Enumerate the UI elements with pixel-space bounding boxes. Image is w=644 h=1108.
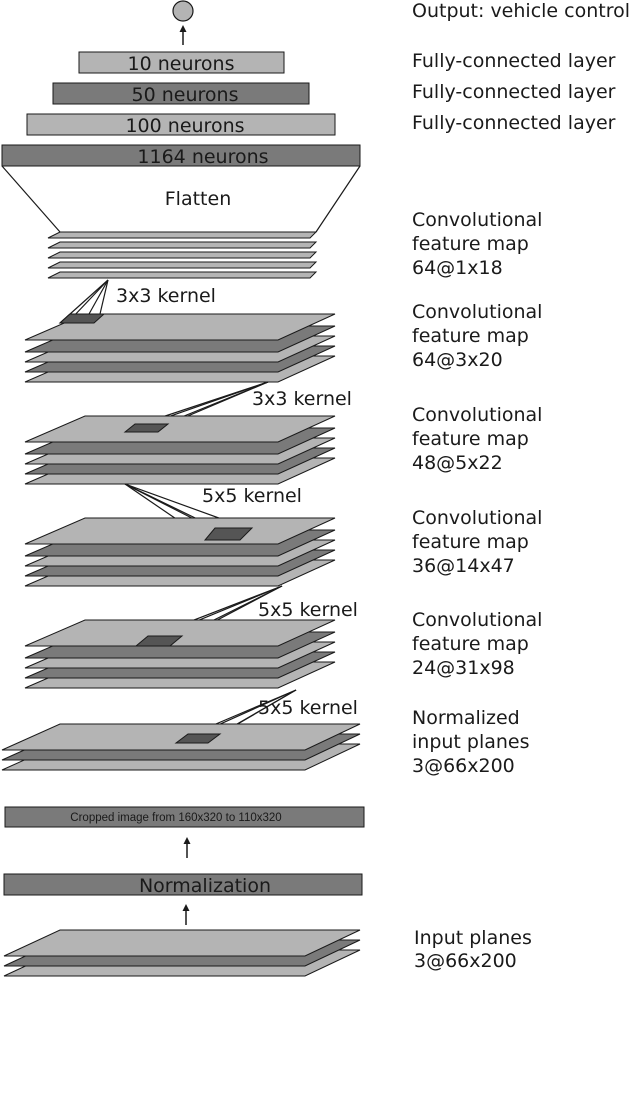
normalized-label-line1: Normalized: [412, 707, 520, 729]
flatten-right-edge: [315, 165, 361, 233]
dense-10-box: [78, 51, 285, 74]
kernel-1-label: 3x3 kernel: [116, 285, 216, 307]
arrow-norm-to-crop-head: [183, 837, 191, 844]
normalized-input-planes: [1, 723, 361, 771]
conv-map-48-5x22: [24, 415, 336, 485]
kernel-1-patch-top: [58, 313, 106, 324]
kernel-2-patch: [123, 423, 170, 433]
input-planes: [3, 929, 361, 977]
kernel-3-label: 5x5 kernel: [202, 485, 302, 507]
input-planes-label-line1: Input planes: [414, 927, 532, 949]
conv3-label-line1: Convolutional: [412, 404, 542, 426]
conv5-label-line1: Convolutional: [412, 609, 542, 631]
conv5-label-line2: feature map: [412, 633, 529, 655]
conv2-label-line1: Convolutional: [412, 301, 542, 323]
conv5-label-line3: 24@31x98: [412, 657, 515, 679]
dense-50-label: Fully-connected layer: [412, 81, 616, 103]
conv4-label-line1: Convolutional: [412, 507, 542, 529]
conv3-label-line3: 48@5x22: [412, 452, 503, 474]
conv-map-36-14x47: [24, 517, 336, 587]
conv2-label-line3: 64@3x20: [412, 349, 503, 371]
dense-1164-box: [1, 144, 361, 167]
conv1-label-line3: 64@1x18: [412, 257, 503, 279]
dense-50-box: [52, 82, 310, 105]
normalization-text: Normalization: [139, 875, 271, 897]
output-arrowhead: [179, 25, 187, 32]
arrow-input-to-norm-head: [182, 904, 190, 911]
conv4-label-line3: 36@14x47: [412, 555, 515, 577]
dense-10-text: 10 neurons: [128, 53, 235, 75]
conv2-label-line2: feature map: [412, 325, 529, 347]
conv1-label-line1: Convolutional: [412, 209, 542, 231]
conv-map-64-1x18: [47, 231, 318, 279]
output-node: [172, 0, 194, 22]
crop-box-text: Cropped image from 160x320 to 110x320: [70, 812, 281, 824]
output-label: Output: vehicle control: [412, 0, 630, 22]
conv3-label-line2: feature map: [412, 428, 529, 450]
dense-50-text: 50 neurons: [132, 84, 239, 106]
dense-10-label: Fully-connected layer: [412, 50, 616, 72]
flatten-left-edge: [1, 165, 61, 233]
input-planes-label-line2: 3@66x200: [414, 950, 517, 972]
conv4-label-line2: feature map: [412, 531, 529, 553]
kernel-2-label: 3x3 kernel: [252, 388, 352, 410]
dense-100-label: Fully-connected layer: [412, 112, 616, 134]
dense-100-text: 100 neurons: [125, 115, 244, 137]
dense-1164-text: 1164 neurons: [137, 146, 268, 168]
conv-map-24-31x98: [24, 619, 336, 689]
kernel-5-patch: [174, 733, 222, 744]
crop-box: [4, 806, 365, 828]
conv-map-64-3x20: [24, 313, 336, 383]
normalized-label-line3: 3@66x200: [412, 755, 515, 777]
kernel-4-label: 5x5 kernel: [258, 599, 358, 621]
kernel-3-patch: [203, 527, 254, 541]
kernel-5-label: 5x5 kernel: [258, 697, 358, 719]
kernel-4-patch: [134, 635, 184, 647]
dense-100-box: [26, 113, 336, 136]
normalization-box: [3, 873, 363, 896]
normalized-label-line2: input planes: [412, 731, 530, 753]
flatten-label: Flatten: [165, 188, 231, 210]
conv1-label-line2: feature map: [412, 233, 529, 255]
